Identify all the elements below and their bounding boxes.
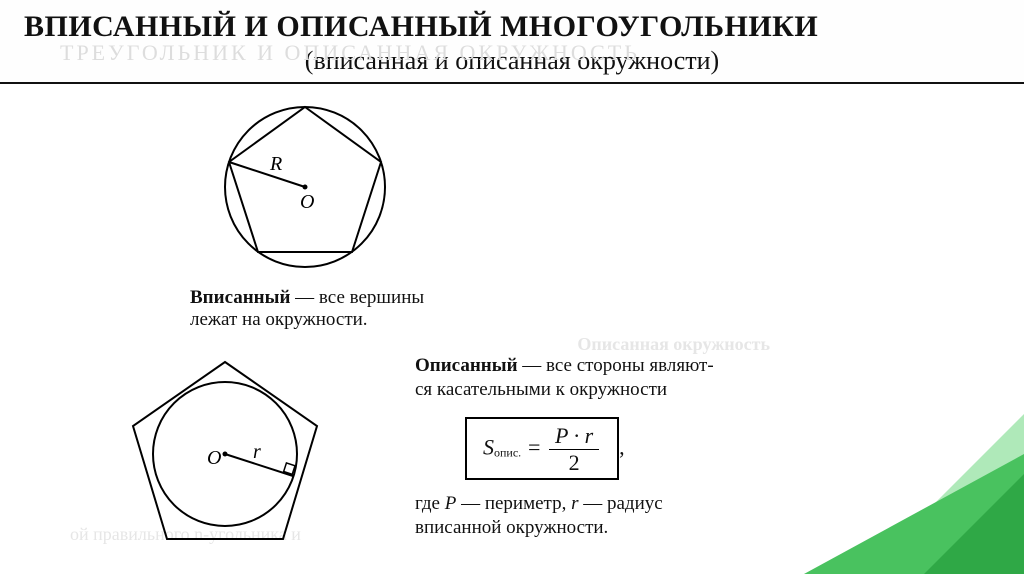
center-dot-2 [223, 452, 228, 457]
where-line2: вписанной окружности. [415, 517, 608, 538]
label-R: R [269, 153, 282, 175]
right-angle-mark [284, 463, 295, 474]
figure-circumscribed: O r [105, 354, 335, 554]
inscribed-pentagon [229, 107, 381, 252]
page-title: ВПИСАННЫЙ И ОПИСАННЫЙ МНОГОУГОЛЬНИКИ [24, 10, 1000, 44]
content-area: Описанная окружность ой правильного n-уг… [0, 84, 1024, 562]
formula-fraction: P · r2 [549, 425, 599, 474]
ghost-mid: Описанная окружность [70, 334, 770, 355]
radius-R-line [229, 162, 305, 187]
caption-circ-line2: ся касательными к окружности [415, 379, 667, 400]
label-O-2: O [207, 447, 221, 469]
where-P: P [445, 493, 457, 514]
circumscribed-pentagon [133, 362, 317, 539]
term-circumscribed: Описанный [415, 355, 518, 376]
caption-inscribed: Вписанный — все вершины лежат на окружно… [190, 287, 540, 331]
label-r: r [253, 441, 261, 463]
header: ТРЕУГОЛЬНИК И ОПИСАННАЯ ОКРУЖНОСТЬ ВПИСА… [0, 0, 1024, 84]
figure-inscribed: R O [200, 92, 410, 282]
formula-area-circumscribed: Sопис. = P · r2 [465, 417, 619, 480]
ghost-header: ТРЕУГОЛЬНИК И ОПИСАННАЯ ОКРУЖНОСТЬ [60, 40, 640, 66]
center-dot [303, 185, 308, 190]
formula-S: S [483, 434, 494, 459]
term-inscribed: Вписанный [190, 287, 290, 308]
label-O-1: O [300, 191, 314, 213]
caption-circumscribed: Описанный — все стороны являют- ся касат… [415, 354, 835, 540]
caption-inscribed-line2: лежат на окружности. [190, 309, 368, 330]
where-clause: где P — периметр, r — радиус вписанной о… [415, 492, 835, 541]
